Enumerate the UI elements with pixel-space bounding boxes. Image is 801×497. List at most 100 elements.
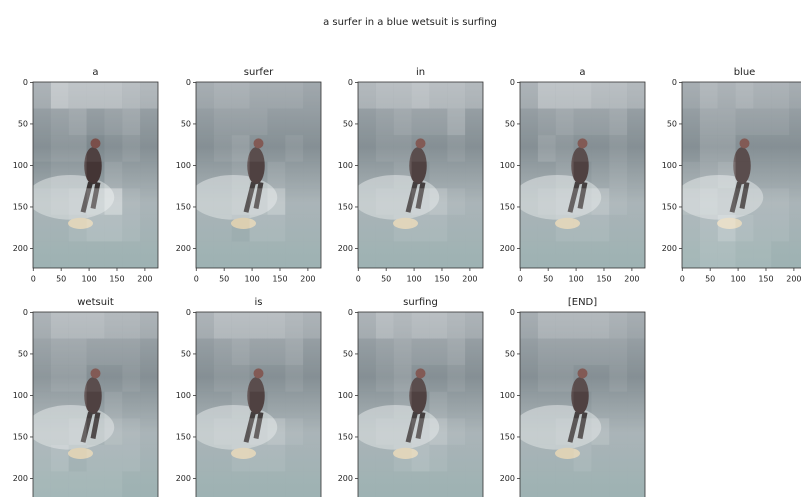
y-tick-label: 150	[500, 432, 515, 441]
attention-cell	[214, 392, 232, 419]
attention-cell	[51, 339, 69, 366]
attention-cell	[303, 188, 321, 215]
attention-cell	[520, 215, 538, 242]
panel	[27, 82, 158, 268]
attention-cell	[556, 241, 574, 268]
attention-cell	[556, 215, 574, 242]
y-tick-label: 150	[338, 432, 353, 441]
attention-cell	[69, 215, 87, 242]
attention-cell	[538, 445, 556, 472]
attention-cell	[87, 312, 105, 339]
attention-cell	[376, 188, 394, 215]
attention-cell	[376, 109, 394, 136]
attention-cell	[465, 339, 483, 366]
attention-cell	[267, 241, 285, 268]
x-tick-label: 150	[109, 275, 124, 284]
attention-cell	[122, 135, 140, 162]
attention-cell	[285, 188, 303, 215]
x-tick-label: 200	[300, 275, 315, 284]
y-tick-label: 200	[13, 244, 28, 253]
attention-cell	[104, 162, 122, 189]
attention-cell	[574, 135, 592, 162]
attention-cell	[574, 241, 592, 268]
y-tick-label: 0	[23, 78, 28, 87]
x-tick-label: 150	[758, 275, 773, 284]
y-tick-label: 150	[176, 202, 191, 211]
x-tick-label: 0	[194, 275, 199, 284]
attention-cell	[140, 215, 158, 242]
attention-cell	[574, 109, 592, 136]
attention-cell	[214, 162, 232, 189]
attention-cell	[736, 135, 754, 162]
attention-cell	[51, 365, 69, 392]
x-tick-label: 50	[219, 275, 229, 284]
attention-cell	[465, 82, 483, 109]
attention-cell	[51, 241, 69, 268]
attention-cell	[267, 418, 285, 445]
attention-cell	[196, 82, 214, 109]
attention-cell	[556, 365, 574, 392]
attention-cell	[250, 241, 268, 268]
attention-cell	[232, 215, 250, 242]
y-tick-label: 150	[662, 202, 677, 211]
attention-cell	[394, 109, 412, 136]
attention-cell	[556, 445, 574, 472]
attention-cell	[303, 339, 321, 366]
attention-cell	[196, 162, 214, 189]
attention-cell	[376, 135, 394, 162]
attention-cell	[591, 82, 609, 109]
attention-cell	[394, 135, 412, 162]
attention-cell	[627, 82, 645, 109]
attention-cell	[520, 162, 538, 189]
attention-cell	[609, 241, 627, 268]
panel	[352, 312, 483, 497]
attention-cell	[538, 365, 556, 392]
attention-cell	[140, 82, 158, 109]
attention-cell	[609, 471, 627, 497]
attention-cell	[250, 162, 268, 189]
attention-cell	[232, 109, 250, 136]
attention-cell	[394, 445, 412, 472]
attention-cell	[412, 392, 430, 419]
attention-cell	[465, 418, 483, 445]
attention-cell	[122, 188, 140, 215]
panel-title: wetsuit	[77, 297, 114, 308]
x-tick-label: 100	[730, 275, 745, 284]
x-tick-label: 200	[462, 275, 477, 284]
attention-cell	[232, 162, 250, 189]
panel-title: blue	[734, 67, 756, 78]
attention-cell	[736, 162, 754, 189]
attention-cell	[69, 82, 87, 109]
attention-cell	[771, 241, 789, 268]
x-tick-label: 50	[381, 275, 391, 284]
attention-cell	[285, 215, 303, 242]
attention-cell	[196, 471, 214, 497]
attention-cell	[140, 471, 158, 497]
attention-cell	[718, 188, 736, 215]
attention-cell	[591, 241, 609, 268]
attention-cell	[627, 162, 645, 189]
attention-cell	[627, 215, 645, 242]
attention-cell	[520, 82, 538, 109]
y-tick-label: 0	[672, 78, 677, 87]
attention-cell	[376, 339, 394, 366]
attention-cell	[465, 365, 483, 392]
attention-cell	[51, 162, 69, 189]
attention-cell	[232, 188, 250, 215]
attention-cell	[556, 109, 574, 136]
x-tick-label: 0	[356, 275, 361, 284]
attention-cell	[33, 215, 51, 242]
attention-cell	[358, 365, 376, 392]
attention-cell	[303, 418, 321, 445]
attention-cell	[627, 445, 645, 472]
attention-cell	[412, 241, 430, 268]
attention-cell	[700, 109, 718, 136]
attention-cell	[87, 82, 105, 109]
attention-cell	[718, 215, 736, 242]
attention-cell	[447, 445, 465, 472]
x-tick-label: 200	[786, 275, 801, 284]
attention-cell	[104, 215, 122, 242]
attention-cell	[51, 215, 69, 242]
attention-cell	[214, 241, 232, 268]
attention-cell	[412, 418, 430, 445]
